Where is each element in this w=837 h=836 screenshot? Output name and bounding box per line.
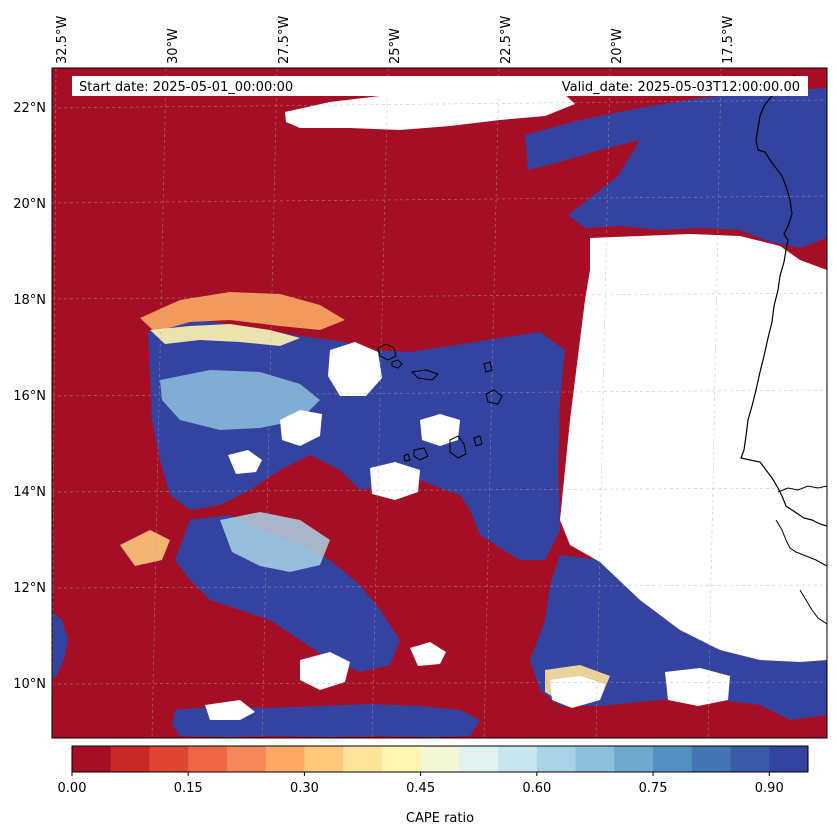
- high-ratio-region-southcentral: [175, 515, 400, 672]
- colorbar-cell: [343, 746, 383, 772]
- lon-tick-label: 22.5°W: [499, 16, 514, 64]
- lat-tick-label: 18°N: [13, 293, 46, 308]
- lon-tick-label: 17.5°W: [721, 16, 736, 64]
- island-santo-antao: [377, 343, 397, 361]
- colorbar-cell: [265, 746, 305, 772]
- colorbar-tick-label: 0.45: [406, 781, 435, 796]
- island-sao-vicente: [391, 359, 403, 369]
- mid-ratio-band-light: [150, 324, 300, 346]
- cape-verde-islands: [377, 343, 503, 462]
- coastline-guinea: [799, 589, 827, 625]
- island-maio: [473, 435, 483, 447]
- colorbar-cell: [188, 746, 228, 772]
- map-border: [51, 67, 828, 739]
- coastline-west-africa: [740, 74, 827, 527]
- graticule-meridian: [261, 68, 278, 738]
- high-ratio-region-west: [52, 612, 68, 680]
- island-fogo: [413, 447, 429, 461]
- island-santiago: [449, 435, 467, 459]
- colorbar-cell: [653, 746, 693, 772]
- colorbar-tick-label: 0.00: [58, 781, 87, 796]
- colorbar-cell: [149, 746, 189, 772]
- missing-region-south-3: [550, 676, 605, 708]
- island-sal: [483, 361, 493, 373]
- lon-tick-label: 27.5°W: [277, 16, 292, 64]
- lat-tick-label: 12°N: [13, 581, 46, 596]
- lon-tick-label: 25°W: [388, 28, 403, 64]
- missing-region-north-strip: [285, 86, 575, 130]
- colorbar-cell: [691, 746, 732, 772]
- longitude-tick-labels: 32.5°W 30°W 27.5°W 25°W 22.5°W 20°W 17.5…: [55, 16, 736, 64]
- colorbar-tick-label: 0.75: [639, 781, 668, 796]
- graticule-meridian: [371, 68, 389, 738]
- map-panel: [52, 68, 827, 738]
- lon-tick-label: 20°W: [610, 28, 625, 64]
- missing-region-scatter-2: [410, 642, 446, 666]
- colorbar-cell: [110, 746, 150, 772]
- colorbar-cell: [536, 746, 577, 772]
- graticule-meridian: [707, 68, 722, 738]
- colorbar-tick-label: 0.30: [290, 781, 319, 796]
- colorbar-ticks: 0.00 0.15 0.30 0.45 0.60 0.75 0.90: [58, 772, 784, 796]
- colorbar-tick-label: 0.15: [174, 781, 203, 796]
- missing-region-central-3: [420, 414, 460, 446]
- colorbar-label: CAPE ratio: [406, 811, 474, 826]
- missing-region-south-1: [300, 652, 350, 690]
- colorbar-cell: [498, 746, 538, 772]
- start-date-label: Start date: 2025-05-01_00:00:00: [79, 80, 293, 95]
- lon-tick-label: 30°W: [166, 28, 181, 64]
- graticule-meridian: [595, 68, 611, 738]
- latitude-tick-labels: 22°N 20°N 18°N 16°N 14°N 12°N 10°N: [13, 101, 46, 692]
- colorbar-tick-label: 0.60: [522, 781, 551, 796]
- colorbar-cell: [226, 746, 267, 772]
- colorbar-cell: [381, 746, 422, 772]
- mid-ratio-band-blue-2: [220, 512, 330, 572]
- colorbar-cell: [420, 746, 460, 772]
- mid-ratio-band-north: [140, 292, 345, 332]
- colorbar-tick-label: 0.90: [755, 781, 784, 796]
- date-banner: [72, 76, 808, 96]
- missing-region-island-cluster: [328, 342, 382, 396]
- lon-tick-label: 32.5°W: [55, 16, 70, 64]
- mid-ratio-band-warm: [120, 530, 170, 566]
- coastline-guinea-bissau: [775, 519, 827, 567]
- colorbar-cell: [575, 746, 615, 772]
- lat-tick-label: 20°N: [13, 197, 46, 212]
- lat-tick-label: 14°N: [13, 485, 46, 500]
- colorbar-cell: [72, 746, 112, 772]
- colorbar-cell: [614, 746, 654, 772]
- colorbar-border: [71, 745, 809, 773]
- graticule: [52, 68, 827, 738]
- high-ratio-region-northeast: [525, 88, 827, 248]
- missing-region-central-1: [280, 410, 322, 446]
- mid-ratio-band-blue: [160, 370, 320, 430]
- lat-tick-label: 16°N: [13, 389, 46, 404]
- colorbar-cell: [730, 746, 770, 772]
- coastline-gambia-river: [777, 485, 827, 493]
- colorbar-cell: [304, 746, 344, 772]
- graticule-meridian: [151, 68, 167, 738]
- graticule-meridian: [483, 68, 500, 738]
- island-sao-nicolau: [410, 369, 439, 381]
- island-brava: [403, 453, 411, 462]
- colorbar: 0.00 0.15 0.30 0.45 0.60 0.75 0.90 CAPE ratio: [58, 745, 809, 826]
- missing-region-east: [560, 234, 827, 662]
- colorbar-cell: [769, 746, 809, 772]
- island-boa-vista: [485, 389, 503, 405]
- missing-region-scatter-1: [228, 450, 262, 474]
- graticule-meridian: [52, 68, 57, 738]
- lat-tick-label: 10°N: [13, 677, 46, 692]
- lat-tick-label: 22°N: [13, 101, 46, 116]
- missing-region-south-2: [205, 700, 255, 720]
- colorbar-cells: [72, 746, 809, 772]
- valid-date-label: Valid_date: 2025-05-03T12:00:00.00: [562, 80, 800, 95]
- colorbar-cell: [459, 746, 499, 772]
- missing-region-south-4: [665, 668, 730, 706]
